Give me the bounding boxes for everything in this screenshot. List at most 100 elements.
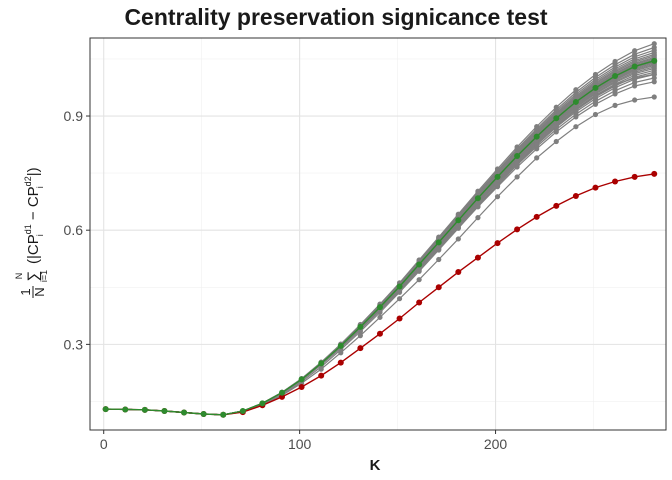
mean-series-point — [220, 411, 227, 418]
reference-series-point — [631, 173, 638, 180]
random-outlier-0-point — [416, 277, 422, 283]
mean-series-point — [474, 195, 481, 202]
random-outlier-1-point — [396, 289, 403, 295]
mean-series-point — [396, 283, 403, 290]
mean-series-point — [239, 407, 246, 414]
mean-series-point — [122, 406, 129, 413]
random-outlier-0-point — [436, 256, 442, 263]
random-series-16 — [103, 67, 657, 418]
mean-series-point — [533, 133, 540, 140]
random-series-19-line — [105, 77, 655, 416]
random-outlier-1-point — [553, 124, 559, 130]
mean-series-point — [161, 407, 168, 414]
y-label-sigma: ∑ — [25, 271, 42, 282]
random-outlier-1-point — [573, 107, 579, 113]
x-tick-label: 200 — [484, 436, 508, 452]
reference-series-point — [435, 284, 442, 291]
y-label-expression: (|CPd1i − CPd2i|) — [23, 167, 45, 264]
random-series-14-line — [105, 66, 655, 416]
mean-series-point — [279, 389, 285, 396]
reference-series-point — [337, 359, 344, 366]
reference-series-point — [318, 372, 325, 379]
mean-series-point — [416, 261, 423, 268]
reference-series-point — [455, 269, 462, 276]
reference-series-point — [514, 226, 521, 233]
mean-series-point — [318, 360, 325, 367]
random-series-20-point — [553, 129, 559, 135]
reference-series-point — [494, 240, 501, 247]
random-series-19-point — [651, 75, 657, 81]
y-label-sum-upper: N — [14, 273, 24, 280]
reference-series-point — [396, 315, 403, 322]
random-series-20-point — [651, 79, 657, 85]
mean-series-point — [298, 376, 305, 383]
reference-series-point — [376, 330, 383, 337]
random-outlier-0-point — [357, 333, 363, 339]
mean-series-point — [102, 406, 109, 413]
random-outlier-1-point — [475, 203, 481, 210]
random-series-17-line — [105, 71, 655, 416]
mean-series-point — [612, 73, 619, 80]
random-outlier-0-point — [534, 155, 540, 161]
mean-series-point — [181, 409, 188, 416]
mean-series-point — [494, 173, 501, 180]
mean-series-point — [141, 406, 148, 413]
random-outlier-1-point — [651, 71, 657, 77]
random-outlier-0-point — [475, 215, 481, 221]
random-series-16-line — [105, 69, 655, 416]
random-outlier-0-point — [553, 138, 559, 145]
axis-layer: 0 100 200 0.3 0.6 0.9 — [64, 108, 508, 452]
mean-series-point — [337, 342, 344, 349]
random-outlier-1-point — [592, 93, 599, 99]
panel-border — [89, 37, 667, 431]
random-series-20-point — [612, 91, 618, 97]
mean-series-point — [553, 115, 560, 122]
mean-series-point — [651, 57, 658, 64]
random-outlier-1-point — [357, 328, 363, 335]
reference-series-point — [553, 202, 560, 209]
chart-title: Centrality preservation signicance test — [124, 4, 548, 30]
y-tick-label: 0.3 — [64, 336, 84, 352]
y-axis-label: 1 N N ∑ i=1 (|CPd1i − CPd2i|) — [14, 167, 49, 298]
random-outlier-0 — [103, 94, 657, 418]
random-outlier-1-point — [514, 161, 520, 167]
mean-series-point — [514, 152, 521, 159]
random-outlier-1 — [103, 71, 657, 418]
reference-series — [102, 170, 658, 418]
reference-series-point — [298, 383, 305, 390]
mean-series-point — [631, 63, 638, 70]
mean-series-point — [259, 400, 266, 407]
random-series-18 — [103, 71, 657, 418]
x-axis-label: K — [370, 457, 381, 474]
reference-series-line — [105, 173, 655, 416]
random-outlier-1-point — [632, 75, 638, 81]
y-label-sum-lower: i=1 — [39, 270, 49, 282]
series-layer — [102, 41, 658, 418]
random-outlier-1-point — [612, 82, 618, 88]
random-outlier-1-line — [105, 73, 655, 416]
random-outlier-0-point — [514, 174, 520, 180]
reference-series-point — [533, 213, 540, 220]
random-outlier-0-point — [396, 296, 403, 302]
random-outlier-1-point — [436, 247, 442, 253]
y-label-fraction-1: 1 — [18, 288, 33, 295]
random-outlier-0-point — [494, 194, 501, 200]
reference-series-point — [612, 178, 619, 185]
random-series-20-point — [592, 101, 599, 107]
random-outlier-1-point — [377, 309, 383, 315]
random-outlier-0-point — [455, 236, 461, 242]
reference-series-point — [592, 184, 599, 191]
random-series-20-point — [573, 114, 579, 120]
mean-series-point — [200, 411, 207, 418]
random-outlier-0-point — [377, 314, 383, 320]
mean-series-point — [435, 239, 442, 246]
mean-series-point — [455, 217, 462, 224]
reference-series-point — [416, 299, 423, 306]
random-series-20-point — [534, 146, 540, 152]
mean-series-point — [357, 323, 364, 330]
random-outlier-0-point — [632, 97, 638, 103]
random-series-17 — [103, 69, 657, 418]
reference-series-point — [474, 254, 481, 261]
random-outlier-0-point — [612, 102, 618, 108]
